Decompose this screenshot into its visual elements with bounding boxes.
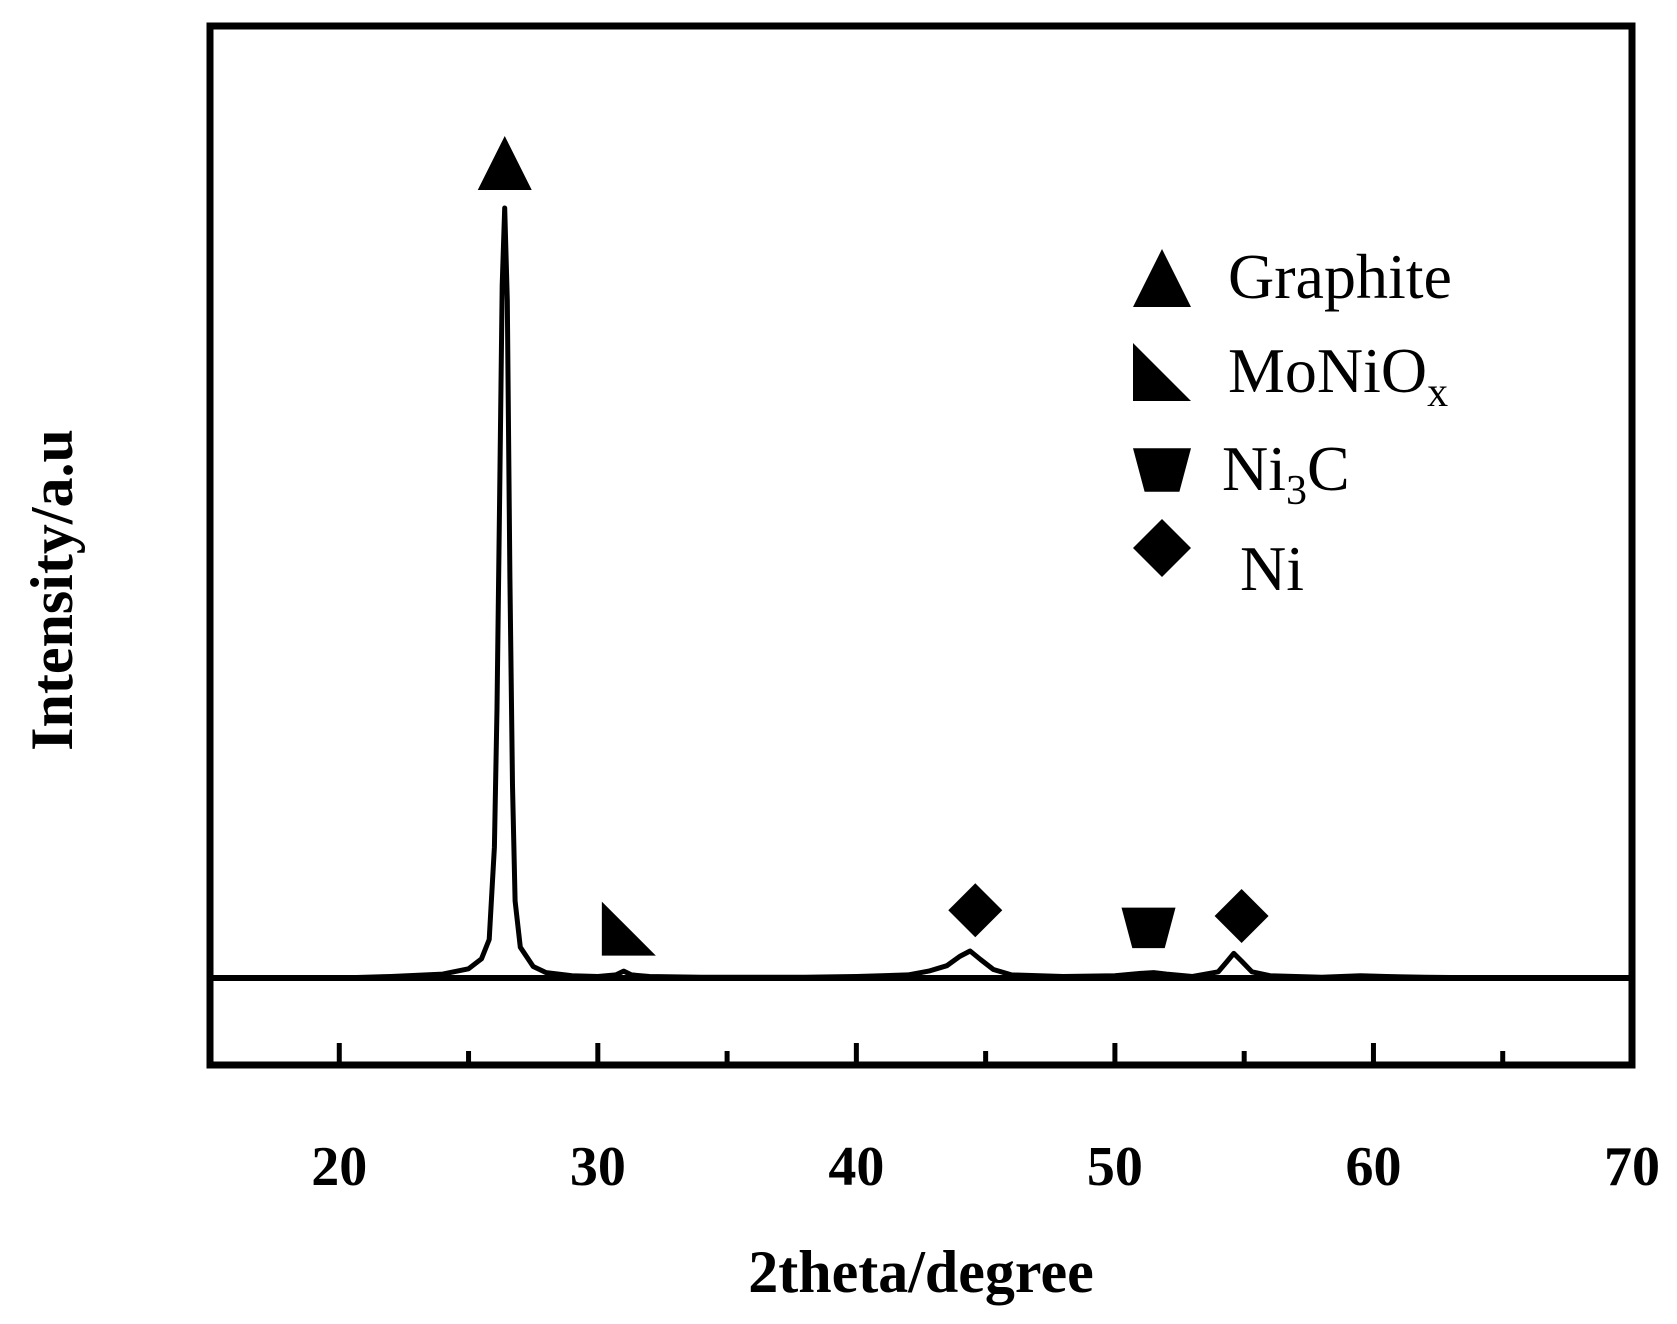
x-tick-label: 40	[828, 1136, 884, 1198]
legend-marker-diamond	[1133, 519, 1191, 577]
plot-frame	[206, 22, 1636, 1069]
legend-marker-triangle-up	[1133, 249, 1191, 307]
legend-label: MoNiOx	[1228, 335, 1448, 416]
y-axis-title: Intensity/a.u	[19, 429, 85, 751]
x-axis-title: 2theta/degree	[748, 1239, 1093, 1305]
peak-marker-right-triangle	[601, 901, 656, 956]
x-tick-label: 60	[1345, 1136, 1401, 1198]
peak-marker-trapezoid-down	[1121, 907, 1176, 949]
legend: Graphite MoNiOx Ni3C Ni	[1133, 241, 1452, 604]
x-tick-label: 30	[570, 1136, 626, 1198]
peak-marker-diamond	[948, 883, 1003, 938]
x-axis-tick-labels: 20 30 40 50 60 70	[311, 1136, 1660, 1198]
x-tick-label: 50	[1087, 1136, 1143, 1198]
legend-marker-right-triangle	[1133, 343, 1191, 401]
legend-label: Graphite	[1228, 241, 1452, 312]
x-axis-ticks	[207, 1043, 1635, 1065]
x-tick-label: 20	[311, 1136, 367, 1198]
peak-markers	[477, 136, 1269, 956]
legend-marker-trapezoid-down	[1133, 448, 1191, 492]
x-tick-label: 70	[1604, 1136, 1660, 1198]
peak-marker-triangle-up	[477, 136, 532, 190]
peak-marker-diamond	[1214, 889, 1269, 944]
legend-label: Ni3C	[1222, 433, 1350, 514]
series-line	[210, 205, 1632, 981]
legend-label: Ni	[1240, 533, 1304, 604]
